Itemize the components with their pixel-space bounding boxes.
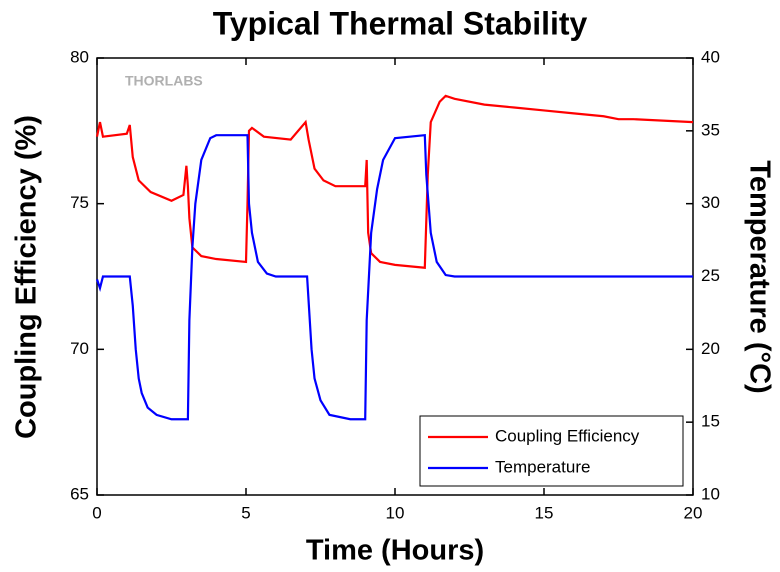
data-line xyxy=(95,133,693,421)
y2-axis-title: Temperature (°C) xyxy=(743,160,775,393)
legend-label: Coupling Efficiency xyxy=(495,426,640,445)
legend-label: Temperature xyxy=(495,457,590,476)
x-tick-label: 20 xyxy=(684,503,703,522)
y-axis-title: Coupling Efficiency (%) xyxy=(11,115,43,439)
y2-tick-label: 25 xyxy=(701,266,720,285)
y-tick-label: 65 xyxy=(70,484,89,503)
x-tick-label: 10 xyxy=(386,503,405,522)
y2-tick-label: 35 xyxy=(701,120,720,139)
y2-tick-label: 15 xyxy=(701,412,720,431)
x-tick-label: 5 xyxy=(241,503,250,522)
x-axis-title: Time (Hours) xyxy=(306,535,484,567)
y-tick-label: 70 xyxy=(70,339,89,358)
x-tick-label: 15 xyxy=(535,503,554,522)
x-tick-label: 0 xyxy=(92,503,101,522)
legend-box xyxy=(419,415,684,487)
y2-tick-label: 20 xyxy=(701,339,720,358)
y-tick-label: 80 xyxy=(70,47,89,66)
data-line xyxy=(95,94,694,269)
y2-tick-label: 30 xyxy=(701,193,720,212)
y2-tick-label: 40 xyxy=(701,47,720,66)
y-tick-label: 75 xyxy=(70,193,89,212)
y2-tick-label: 10 xyxy=(701,484,720,503)
chart-title: Typical Thermal Stability xyxy=(213,5,588,41)
watermark: THORLABS xyxy=(125,73,203,89)
